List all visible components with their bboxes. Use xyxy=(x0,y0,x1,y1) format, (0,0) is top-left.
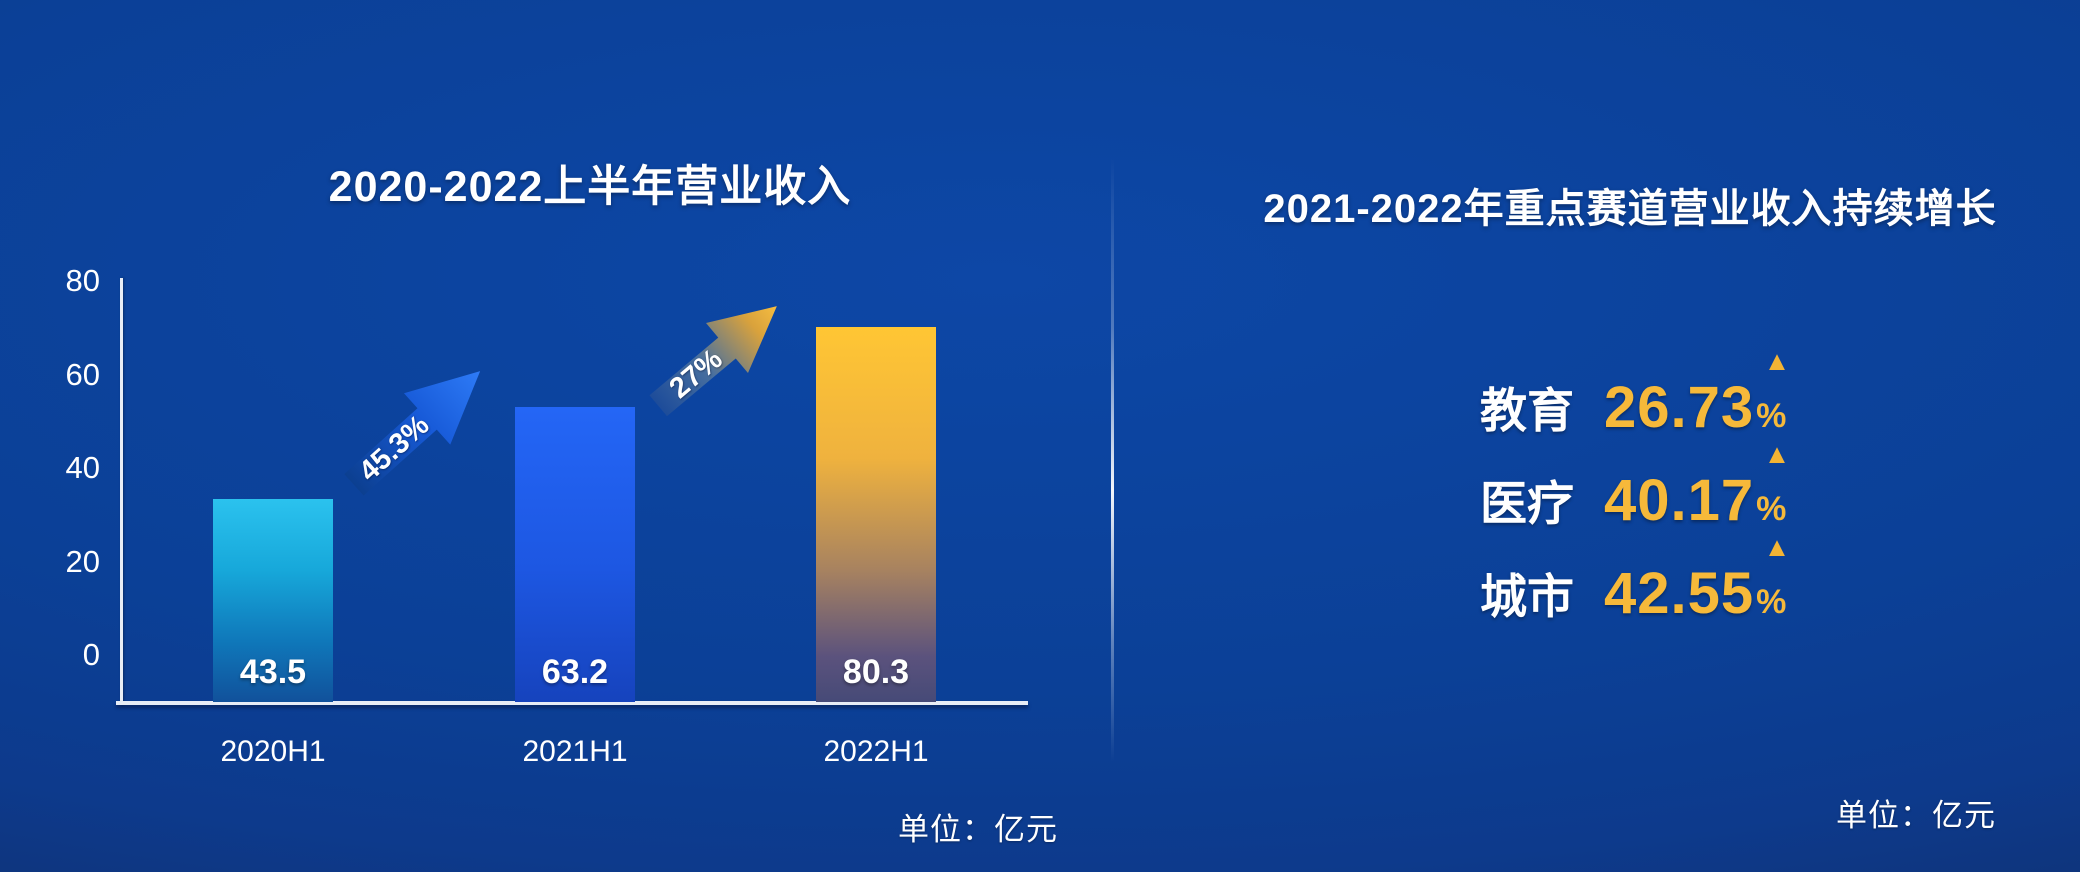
stat-row-education: 教育 26.73 % ▲ xyxy=(1480,348,1790,442)
percent-sign: % xyxy=(1756,490,1787,528)
right-unit-label: 单位：亿元 xyxy=(1836,798,1996,833)
stat-value: 26.73 xyxy=(1604,375,1755,440)
x-axis-line xyxy=(116,701,1028,705)
left-unit-label: 单位：亿元 xyxy=(898,812,1058,847)
stat-value-wrap: 42.55 % ▲ xyxy=(1604,534,1790,627)
stat-label: 教育 xyxy=(1480,384,1574,437)
y-axis-line xyxy=(120,278,123,705)
stat-value-wrap: 26.73 % ▲ xyxy=(1604,348,1790,441)
bar-value-2022h1: 80.3 xyxy=(842,653,910,691)
up-triangle-icon: ▲ xyxy=(1763,532,1791,562)
y-tick-0: 0 xyxy=(82,637,100,672)
stat-row-city: 城市 42.55 % ▲ xyxy=(1480,534,1790,628)
bar-2022h1 xyxy=(816,327,936,702)
percent-sign: % xyxy=(1756,397,1787,435)
up-triangle-icon: ▲ xyxy=(1763,439,1791,469)
stat-label: 医疗 xyxy=(1480,477,1574,530)
y-tick-60: 60 xyxy=(65,357,100,392)
stat-label: 城市 xyxy=(1480,570,1574,623)
stat-row-medical: 医疗 40.17 % ▲ xyxy=(1480,441,1790,535)
stat-value: 42.55 xyxy=(1604,561,1755,626)
left-chart-title: 2020-2022上半年营业收入 xyxy=(328,163,852,211)
x-tick-2022h1: 2022H1 xyxy=(823,735,929,768)
right-panel-title: 2021-2022年重点赛道营业收入持续增长 xyxy=(1263,187,1997,231)
x-tick-2021h1: 2021H1 xyxy=(522,735,628,768)
stat-value: 40.17 xyxy=(1604,468,1755,533)
bar-value-2020h1: 43.5 xyxy=(239,653,307,691)
growth-stats-list: 教育 26.73 % ▲ 医疗 40.17 % ▲ 城市 42.55 % ▲ xyxy=(1480,348,1790,651)
y-tick-20: 20 xyxy=(65,544,100,579)
percent-sign: % xyxy=(1756,583,1787,621)
stat-value-wrap: 40.17 % ▲ xyxy=(1604,441,1790,534)
y-tick-40: 40 xyxy=(65,450,100,485)
y-tick-80: 80 xyxy=(65,263,100,298)
bar-2020h1 xyxy=(213,499,333,702)
x-tick-2020h1: 2020H1 xyxy=(220,735,326,768)
bar-chart-plot-area: 80 60 40 20 0 43.5 63.2 80.3 2020H1 2021… xyxy=(66,263,1028,768)
up-triangle-icon: ▲ xyxy=(1763,346,1791,376)
divider-line xyxy=(1111,158,1114,762)
bar-2021h1 xyxy=(515,407,635,702)
bar-value-2021h1: 63.2 xyxy=(541,653,609,691)
